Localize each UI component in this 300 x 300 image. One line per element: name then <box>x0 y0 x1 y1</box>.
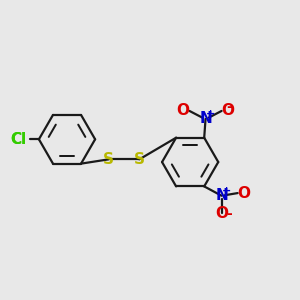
Text: O: O <box>215 206 228 221</box>
Text: S: S <box>103 152 114 167</box>
Text: +: + <box>221 186 231 196</box>
Text: -: - <box>226 100 232 114</box>
Text: O: O <box>176 103 190 118</box>
Text: +: + <box>206 109 215 119</box>
Text: Cl: Cl <box>11 132 27 147</box>
Text: O: O <box>238 186 251 201</box>
Text: N: N <box>199 112 212 127</box>
Text: S: S <box>134 152 145 167</box>
Text: N: N <box>215 188 228 203</box>
Text: Cl: Cl <box>11 132 27 147</box>
Text: -: - <box>226 208 232 221</box>
Text: O: O <box>222 103 235 118</box>
